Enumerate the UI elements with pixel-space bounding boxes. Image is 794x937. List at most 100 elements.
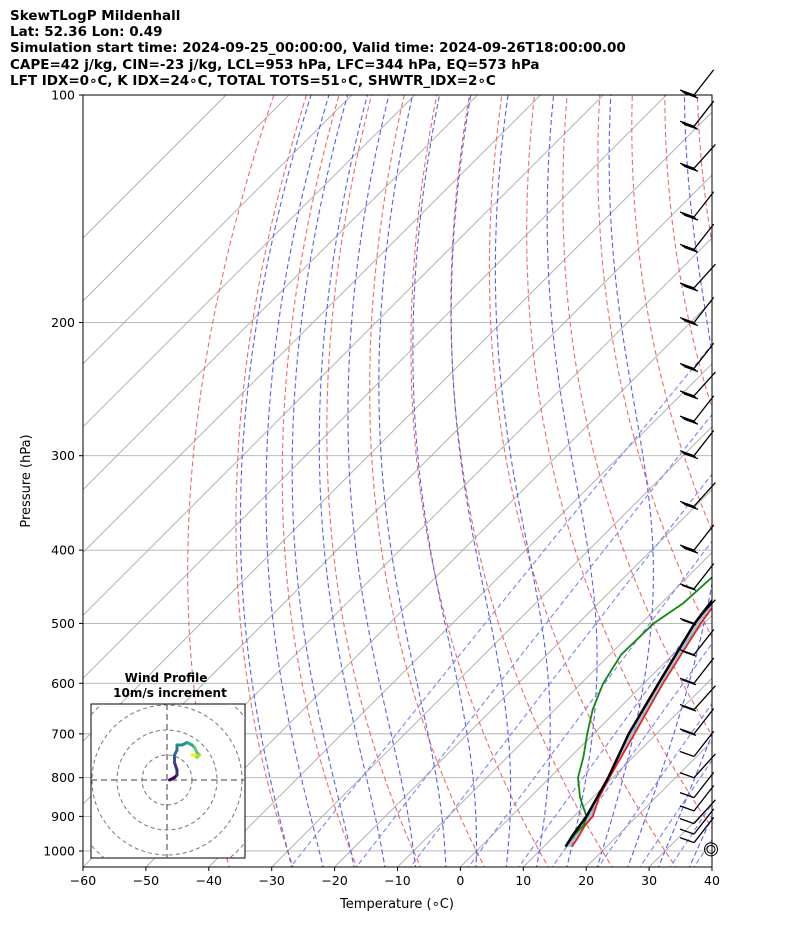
mixing-ratio-line <box>467 540 712 867</box>
barb-flag <box>679 837 695 844</box>
isotherm <box>83 95 290 302</box>
barb-staff <box>693 395 715 422</box>
wind-barb <box>679 772 715 799</box>
parcel-profile <box>564 598 712 848</box>
y-tick-label: 900 <box>51 809 75 824</box>
moist-adiabat <box>291 95 355 867</box>
wind-barb <box>679 599 716 626</box>
wind-barb <box>679 100 715 130</box>
barb-flag <box>679 728 695 735</box>
barb-flag <box>681 90 697 98</box>
temperature-profile <box>571 606 712 848</box>
y-tick-label: 300 <box>51 448 75 463</box>
barb-flag <box>679 500 695 507</box>
x-tick-label: 0 <box>456 873 464 888</box>
dewpoint-profile <box>564 576 712 848</box>
barb-staff <box>693 191 715 218</box>
barb-staff <box>693 223 715 250</box>
isotherm <box>396 551 712 867</box>
barb-flag <box>679 243 695 250</box>
y-tick-label: 700 <box>51 726 75 741</box>
wind-barb <box>679 296 715 327</box>
barb-flag <box>679 362 695 370</box>
moist-adiabat <box>596 95 654 867</box>
barb-flag <box>679 828 695 835</box>
barb-flag <box>679 772 695 779</box>
wind-barb <box>679 69 715 99</box>
isotherm <box>83 95 227 239</box>
barb-flag <box>681 318 697 325</box>
wind-barb <box>679 708 715 736</box>
isotherm <box>772 78 794 870</box>
barb-flag <box>679 162 695 169</box>
wind-barb <box>679 799 716 825</box>
barb-staff <box>693 785 715 812</box>
barb-flag <box>679 792 695 799</box>
x-tick-label: −20 <box>321 873 347 888</box>
barb-flag <box>679 583 695 590</box>
barb-flag <box>681 705 697 712</box>
moist-adiabat <box>412 95 478 867</box>
barb-flag <box>683 393 699 400</box>
barb-staff <box>693 629 715 656</box>
barb-flag <box>679 817 695 825</box>
mixing-ratio-line <box>409 473 712 867</box>
barb-flag <box>679 544 695 551</box>
dry-adiabat <box>235 95 308 867</box>
moist-adiabat <box>265 95 330 867</box>
isotherm <box>83 95 479 491</box>
barb-flag <box>681 416 697 424</box>
barb-flag <box>679 390 695 397</box>
isotherm <box>83 95 605 617</box>
wind-barb <box>679 395 715 425</box>
mixing-ratio-line <box>693 838 712 867</box>
x-axis-label: Temperature (∘C) <box>339 897 454 912</box>
dry-adiabat <box>729 78 794 870</box>
mixing-ratio-line <box>597 702 712 867</box>
wind-barb <box>679 730 715 758</box>
barb-flag <box>681 283 697 291</box>
y-tick-label: 100 <box>51 88 75 103</box>
barb-flag <box>683 365 699 373</box>
moist-adiabat <box>719 82 794 871</box>
barb-staff <box>693 772 715 799</box>
barb-flag <box>683 123 699 130</box>
x-tick-label: −30 <box>259 873 285 888</box>
x-tick-label: −60 <box>70 873 96 888</box>
y-tick-label: 200 <box>51 315 75 330</box>
moist-adiabat <box>318 95 386 867</box>
dry-adiabat <box>326 95 422 867</box>
moist-adiabat <box>494 95 551 867</box>
calm-circle <box>706 844 716 854</box>
barb-flag <box>683 547 699 554</box>
wind-barb <box>679 342 715 373</box>
wind-barb <box>704 842 718 857</box>
wind-barb <box>679 785 715 812</box>
barb-staff <box>693 144 716 169</box>
barb-staff <box>693 524 715 551</box>
barb-flag <box>679 750 695 758</box>
barb-flag <box>679 703 695 711</box>
wind-barb <box>679 753 716 779</box>
barb-flag <box>681 212 697 220</box>
isotherm <box>459 614 712 867</box>
x-tick-label: 30 <box>641 873 657 888</box>
isotherm <box>208 363 712 867</box>
barb-staff <box>693 563 715 590</box>
wind-barb <box>679 191 715 221</box>
dry-adiabat <box>369 95 486 867</box>
dry-adiabat <box>450 95 613 867</box>
barb-staff <box>693 599 716 624</box>
mixing-ratio-line <box>518 600 712 867</box>
barb-staff <box>693 808 715 835</box>
calm-circle <box>704 842 718 857</box>
barb-staff <box>693 657 715 684</box>
barb-flag <box>679 316 695 324</box>
x-tick-label: −10 <box>384 873 410 888</box>
x-tick-label: 10 <box>515 873 531 888</box>
y-tick-label: 600 <box>51 676 75 691</box>
isotherm <box>522 677 712 867</box>
dry-adiabat <box>410 95 549 867</box>
wind-barb <box>679 657 715 686</box>
